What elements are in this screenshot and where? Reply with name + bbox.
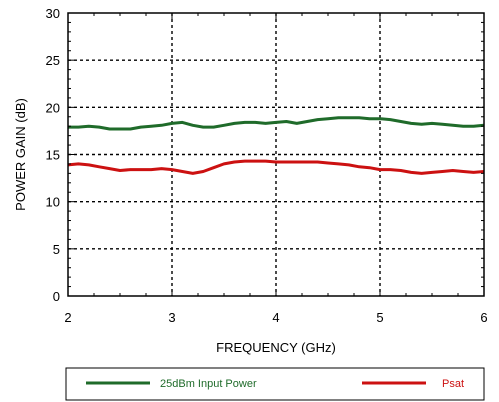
x-tick-label-5: 5 (376, 310, 383, 325)
x-tick-label-2: 2 (64, 310, 71, 325)
x-tick-label-6: 6 (480, 310, 487, 325)
legend: 25dBm Input Power Psat (65, 367, 485, 401)
y-tick-label-5: 5 (53, 242, 60, 257)
y-tick-label-20: 20 (46, 100, 60, 115)
y-tick-label-25: 25 (46, 53, 60, 68)
y-tick-label-10: 10 (46, 195, 60, 210)
tick-labels: 2 3 4 5 6 0 5 10 15 20 25 30 (46, 6, 488, 325)
x-axis-title: FREQUENCY (GHz) (216, 340, 336, 355)
y-axis-title: POWER GAIN (dB) (13, 98, 28, 211)
grid (68, 13, 484, 296)
y-tick-label-30: 30 (46, 6, 60, 21)
ticks (67, 12, 485, 297)
y-tick-label-15: 15 (46, 148, 60, 163)
series-line-1 (67, 159, 485, 175)
x-tick-label-4: 4 (272, 310, 279, 325)
series-lines (67, 116, 485, 175)
x-tick-label-3: 3 (168, 310, 175, 325)
legend-label-psat: Psat (442, 378, 464, 390)
series-line-0 (68, 116, 485, 131)
y-tick-label-0: 0 (53, 289, 60, 304)
legend-label-25dbm-input-power: 25dBm Input Power (160, 378, 257, 390)
